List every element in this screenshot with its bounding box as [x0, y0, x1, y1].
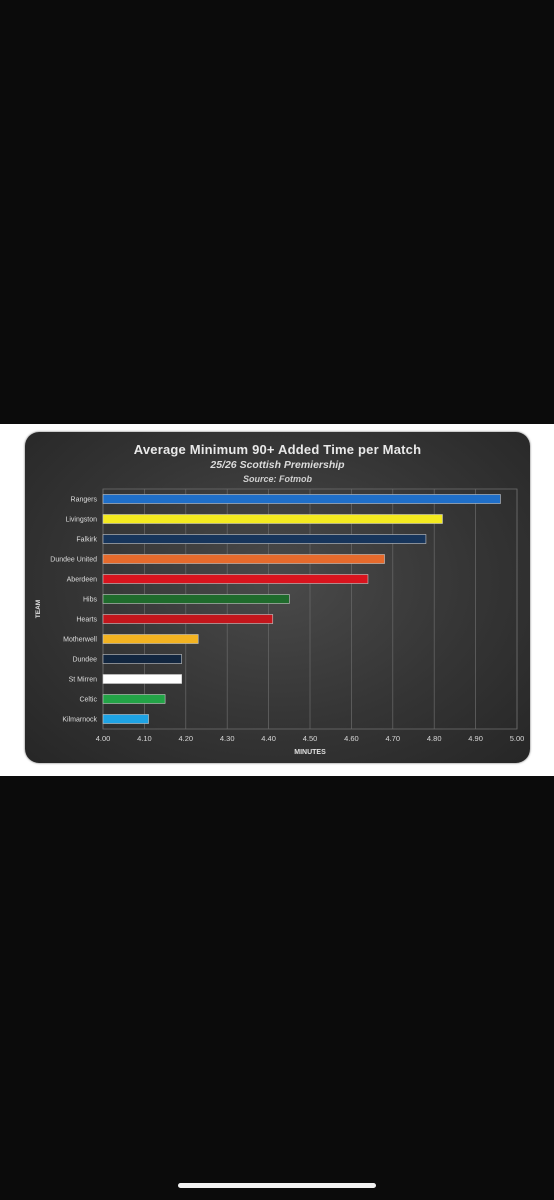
category-label: Motherwell: [63, 637, 97, 644]
bar-motherwell: [102, 634, 199, 644]
bar-hearts: [102, 614, 274, 624]
category-label: Falkirk: [76, 537, 97, 544]
bar-dundee: [102, 654, 182, 664]
bar-aberdeen: [102, 574, 369, 584]
bar-falkirk: [102, 534, 427, 544]
bar-hibs: [102, 594, 290, 604]
x-tick-label: 4.50: [303, 734, 318, 743]
chart-source: Source: Fotmob: [243, 474, 312, 484]
chart-subtitle: 25/26 Scottish Premiership: [210, 459, 345, 471]
bar-dundee-united: [102, 554, 385, 564]
bar-celtic: [102, 694, 166, 704]
x-tick-label: 4.40: [261, 734, 276, 743]
x-tick-label: 4.60: [344, 734, 359, 743]
category-label: Livingston: [65, 517, 97, 524]
category-label: Dundee: [72, 657, 97, 664]
x-tick-label: 4.70: [385, 734, 400, 743]
x-tick-label: 4.00: [96, 734, 111, 743]
bar-kilmarnock: [102, 714, 149, 724]
x-tick-label: 5.00: [510, 734, 525, 743]
home-indicator[interactable]: [178, 1183, 376, 1188]
x-tick-label: 4.20: [178, 734, 193, 743]
x-tick-label: 4.10: [137, 734, 152, 743]
category-label: Aberdeen: [67, 577, 97, 584]
category-label: Dundee United: [50, 557, 97, 564]
bar-chart: 4.00 4.10 4.20 4.30 4.40 4.50 4.60 4.70 4.80 4.90…: [35, 488, 525, 756]
x-tick-label: 4.80: [427, 734, 442, 743]
x-axis-title: MINUTES: [294, 749, 326, 756]
chart-title: Average Minimum 90+ Added Time per Match: [133, 442, 422, 457]
category-label: Celtic: [79, 697, 97, 704]
category-label: Hearts: [76, 617, 97, 624]
category-label: Rangers: [71, 497, 98, 504]
bar-st-mirren: [102, 674, 182, 684]
chart-card: Average Minimum 90+ Added Time per Match…: [25, 432, 530, 763]
bar-livingston: [102, 514, 443, 524]
category-label: Kilmarnock: [62, 717, 97, 724]
bar-rangers: [102, 494, 501, 504]
category-label: St Mirren: [69, 677, 98, 684]
x-tick-label: 4.90: [468, 734, 483, 743]
category-label: Hibs: [83, 597, 98, 604]
y-axis-title: TEAM: [35, 600, 42, 618]
x-tick-label: 4.30: [220, 734, 235, 743]
